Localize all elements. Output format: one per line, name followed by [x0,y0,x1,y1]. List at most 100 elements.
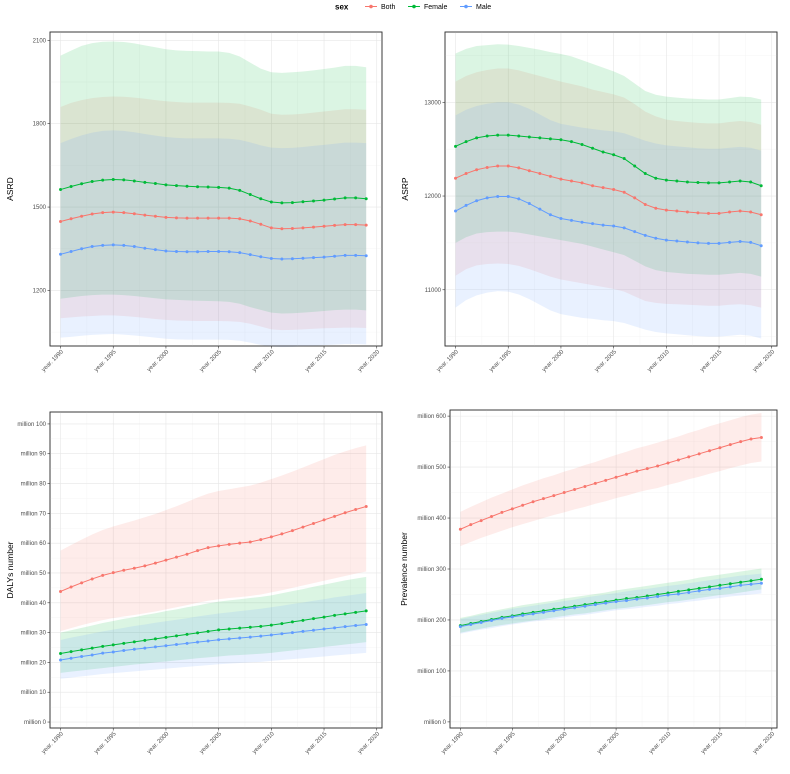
data-point-male [593,603,597,607]
data-point-both [656,464,660,468]
data-point-female [280,622,284,626]
data-point-male [706,241,710,245]
data-point-female [527,135,531,139]
x-tick-label: year. 1995 [94,349,119,374]
data-point-male [59,252,63,256]
data-point-both [458,527,462,531]
data-point-female [174,634,178,638]
data-point-male [583,604,587,608]
data-point-both [633,196,637,200]
data-point-female [749,180,753,184]
data-point-both [354,507,358,511]
data-point-male [111,243,115,247]
data-point-both [583,484,587,488]
data-point-female [548,137,552,141]
data-point-both [259,222,263,226]
data-point-both [101,573,105,577]
y-tick-label: million 60 [21,541,47,547]
y-tick-label: million 400 [417,516,446,522]
data-point-male [548,213,552,217]
data-point-male [643,233,647,237]
y-tick-label: million 80 [21,482,47,488]
series-both [454,164,763,217]
gridlines [450,410,777,728]
data-point-male [601,223,605,227]
data-point-male [612,224,616,228]
x-tick-label: year. 1990 [436,349,461,374]
data-point-female [728,582,732,586]
data-point-female [217,185,221,189]
data-point-female [185,632,189,636]
data-point-both [490,515,494,519]
data-point-both [510,507,514,511]
data-point-both [717,211,721,215]
y-tick-label: million 200 [417,618,446,624]
data-point-both [101,211,105,215]
data-point-female [259,624,263,628]
data-point-female [290,201,294,205]
data-point-both [311,225,315,229]
data-point-male [510,615,514,619]
data-point-male [143,246,147,250]
legend-key-point [412,4,416,9]
y-tick-label: million 20 [21,660,47,666]
data-point-male [259,255,263,259]
data-point-both [343,223,347,227]
prevalence-number-panel: million 0 million 100 million 200 million 3… [395,394,790,774]
data-point-female [80,182,84,186]
plot-area [49,411,383,729]
data-point-female [464,140,468,144]
data-point-male [185,250,189,254]
data-point-both [132,566,136,570]
data-point-female [238,626,242,630]
data-point-male [206,639,210,643]
data-point-female [749,579,753,583]
data-point-both [174,216,178,220]
data-point-female [580,142,584,146]
plot-area [49,31,383,347]
data-point-male [454,209,458,213]
data-point-female [759,184,763,188]
data-point-female [122,641,126,645]
y-tick-label: million 70 [21,511,47,517]
data-point-both [591,184,595,188]
data-point-male [217,250,221,254]
data-point-male [624,599,628,603]
data-point-both [624,472,628,476]
series-line-female [460,578,762,627]
data-point-female [475,136,479,140]
series-line-female [60,179,367,204]
data-point-male [749,240,753,244]
data-point-male [174,250,178,254]
data-point-female [311,199,315,203]
legend-key-point [464,4,468,9]
series-male [454,194,763,248]
data-point-female [718,583,722,587]
data-point-both [185,216,189,220]
data-point-both [280,532,284,536]
x-tick-label: year. 2015 [699,349,724,374]
data-point-male [635,597,639,601]
x-tick-label: year. 2000 [146,731,171,756]
data-point-female [69,184,73,188]
data-point-male [500,616,504,620]
confidence-ribbons [60,445,367,679]
y-tick-label: 1500 [33,205,47,211]
data-point-both [111,210,115,214]
data-point-male [687,590,691,594]
data-point-female [708,585,712,589]
data-point-male [153,645,157,649]
y-tick-label: million 10 [21,690,47,696]
x-tick-label: year. 2000 [541,349,566,374]
data-point-female [269,200,273,204]
data-point-both [614,475,618,479]
data-point-male [90,245,94,249]
series-female [59,609,368,655]
chart-svg: million 0 million 100 million 200 million 3… [399,409,778,755]
data-point-male [174,643,178,647]
series-line-both [460,437,762,530]
y-tick-label: 1800 [33,122,47,128]
data-point-female [496,133,500,137]
data-point-female [738,179,742,183]
